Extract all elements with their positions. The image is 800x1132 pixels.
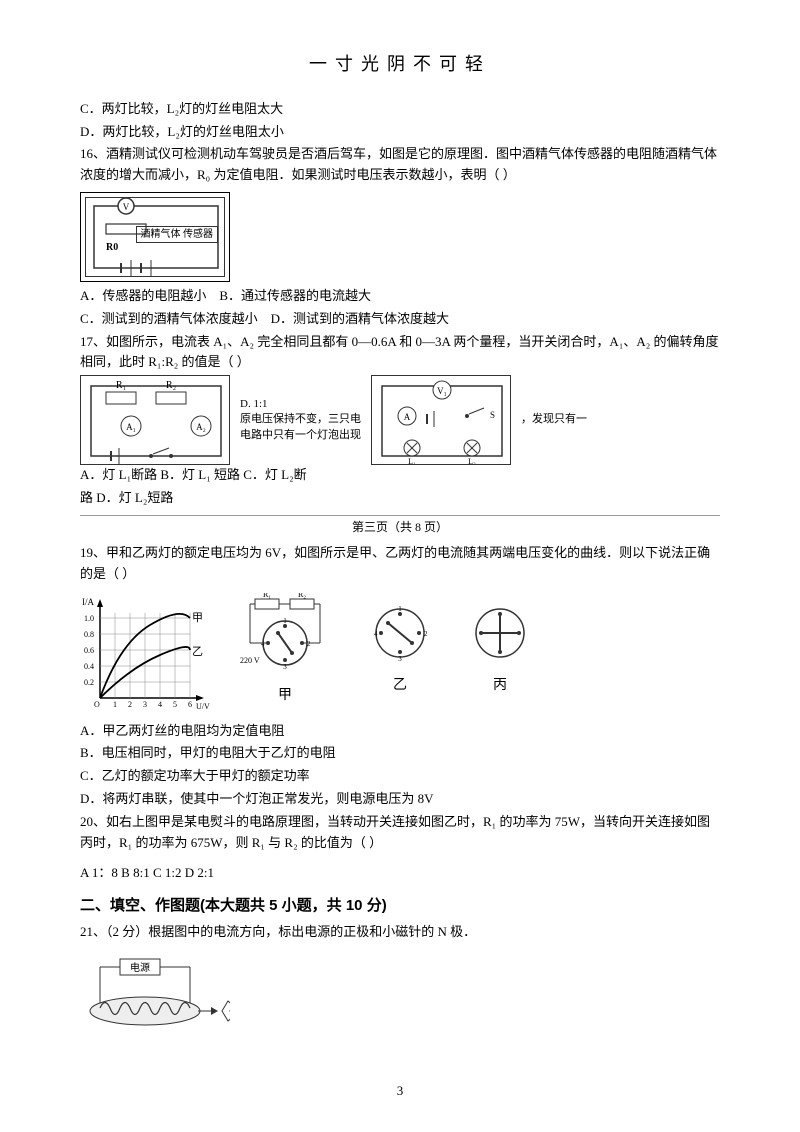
sensor-label: 酒精气体 传感器 bbox=[136, 226, 219, 243]
q17-row: R₁ R₂ A₁ A₂ D. 1:1 原电压保持不变，三只电 电路中只有一个灯泡… bbox=[80, 375, 720, 465]
page-number: 3 bbox=[397, 1081, 404, 1102]
dial-yi-label: 乙 bbox=[370, 675, 430, 697]
dial-yi-group: 1 2 3 4 乙 bbox=[370, 603, 430, 698]
q19-opt-b: B．电压相同时，甲灯的电阻大于乙灯的电阻 bbox=[80, 743, 720, 764]
svg-text:V: V bbox=[123, 202, 130, 212]
content-body: C．两灯比较，L₂灯的灯丝电阻太大 D．两灯比较，L₂灯的灯丝电阻太小 16、酒… bbox=[80, 99, 720, 1048]
dial-bing-label: 丙 bbox=[470, 675, 530, 697]
q21-stem: 21、（2 分）根据图中的电流方向，标出电源的正极和小磁针的 N 极． bbox=[80, 922, 720, 943]
q17-circuit-right: V₁ A S L₁ L₂ bbox=[371, 375, 511, 465]
svg-text:1.0: 1.0 bbox=[84, 614, 94, 623]
svg-text:4: 4 bbox=[261, 640, 265, 648]
q16-opt-d: D．测试到的酒精气体浓度越大 bbox=[271, 311, 449, 326]
dial-row: R₁ R₂ 1 2 3 4 220 V bbox=[240, 593, 530, 708]
q16-stem: 16、酒精测试仪可检测机动车驾驶员是否酒后驾车，如图是它的原理图．图中酒精气体传… bbox=[80, 144, 720, 186]
svg-text:6: 6 bbox=[188, 700, 192, 709]
page-header: 一寸光阴不可轻 bbox=[80, 50, 720, 79]
svg-text:A₁: A₁ bbox=[126, 422, 136, 432]
svg-text:L₁: L₁ bbox=[408, 457, 416, 465]
svg-text:V₁: V₁ bbox=[437, 386, 447, 396]
q16-opt-a: A．传感器的电阻越小 bbox=[80, 288, 206, 303]
q16-opts-cd: C．测试到的酒精气体浓度越小 D．测试到的酒精气体浓度越大 bbox=[80, 309, 720, 330]
svg-text:220 V: 220 V bbox=[240, 656, 260, 665]
q17-extra2: 电路中只有一个灯泡出现 bbox=[240, 428, 361, 443]
q16-opt-b: B．通过传感器的电流越大 bbox=[219, 288, 371, 303]
q20-opts: A 1：8 B 8:1 C 1:2 D 2:1 bbox=[80, 863, 720, 884]
svg-text:1: 1 bbox=[398, 605, 402, 613]
svg-text:3: 3 bbox=[143, 700, 147, 709]
q17-opt-d: D. 1:1 bbox=[240, 397, 361, 412]
q16-circuit: V 酒精气体 传感器 R0 bbox=[80, 192, 230, 282]
svg-text:I/A: I/A bbox=[82, 597, 94, 607]
svg-text:U/V: U/V bbox=[196, 702, 210, 711]
svg-text:3: 3 bbox=[283, 663, 287, 671]
svg-text:1: 1 bbox=[283, 617, 287, 625]
q15-opt-c: C．两灯比较，L₂灯的灯丝电阻太大 bbox=[80, 99, 720, 120]
svg-text:0.2: 0.2 bbox=[84, 678, 94, 687]
q17-circuit-left: R₁ R₂ A₁ A₂ bbox=[80, 375, 230, 465]
svg-text:O: O bbox=[94, 700, 100, 709]
q19-stem: 19、甲和乙两灯的额定电压均为 6V，如图所示是甲、乙两灯的电流随其两端电压变化… bbox=[80, 543, 720, 585]
q19-opt-a: A．甲乙两灯丝的电阻均为定值电阻 bbox=[80, 721, 720, 742]
svg-text:2: 2 bbox=[424, 630, 428, 638]
svg-text:4: 4 bbox=[158, 700, 162, 709]
svg-text:A: A bbox=[404, 412, 411, 422]
svg-text:2: 2 bbox=[307, 640, 311, 648]
q16-opt-c: C．测试到的酒精气体浓度越小 bbox=[80, 311, 258, 326]
r0-label: R0 bbox=[106, 240, 118, 256]
svg-text:电源: 电源 bbox=[130, 961, 150, 974]
svg-text:0.4: 0.4 bbox=[84, 662, 94, 671]
q15-opt-d: D．两灯比较，L₂灯的灯丝电阻太小 bbox=[80, 122, 720, 143]
q18-line2: A．灯 L₁断路 B．灯 L₁ 短路 C．灯 L₂断 bbox=[80, 465, 720, 486]
dial-jia-group: R₁ R₂ 1 2 3 4 220 V bbox=[240, 593, 330, 708]
svg-text:0.6: 0.6 bbox=[84, 646, 94, 655]
dial-bing-icon bbox=[470, 603, 530, 663]
q21-coil-diagram: 电源 bbox=[80, 953, 230, 1033]
svg-text:S: S bbox=[490, 410, 495, 420]
svg-text:R₂: R₂ bbox=[298, 593, 306, 599]
dial-jia-icon: R₁ R₂ 1 2 3 4 220 V bbox=[240, 593, 330, 673]
q19-figures-row: I/A 1.0 0.8 0.6 0.4 0.2 O 1 2 3 4 5 6 U/V 甲 乙… bbox=[80, 593, 720, 713]
q17-extra1: 原电压保持不变，三只电 bbox=[240, 412, 361, 427]
q19-graph: I/A 1.0 0.8 0.6 0.4 0.2 O 1 2 3 4 5 6 U/V 甲 乙 bbox=[80, 593, 210, 713]
svg-text:R₁: R₁ bbox=[263, 593, 271, 599]
svg-text:R₁: R₁ bbox=[116, 380, 126, 391]
q20-stem: 20、如右上图甲是某电熨斗的电路原理图，当转动开关连接如图乙时，R₁ 的功率为 … bbox=[80, 812, 720, 854]
svg-text:2: 2 bbox=[128, 700, 132, 709]
page-divider: 第三页（共 8 页） bbox=[80, 515, 720, 537]
svg-text:乙: 乙 bbox=[192, 645, 203, 658]
q18-line3: 路 D．灯 L₂短路 bbox=[80, 488, 720, 509]
section-2-heading: 二、填空、作图题(本大题共 5 小题，共 10 分) bbox=[80, 894, 720, 918]
svg-text:L₂: L₂ bbox=[468, 457, 476, 465]
svg-text:0.8: 0.8 bbox=[84, 630, 94, 639]
svg-text:5: 5 bbox=[173, 700, 177, 709]
q19-opt-c: C．乙灯的额定功率大于甲灯的额定功率 bbox=[80, 766, 720, 787]
svg-text:4: 4 bbox=[374, 630, 378, 638]
svg-text:R₂: R₂ bbox=[166, 380, 176, 391]
dial-bing-group: 丙 bbox=[470, 603, 530, 698]
q16-opts-ab: A．传感器的电阻越小 B．通过传感器的电流越大 bbox=[80, 286, 720, 307]
svg-text:1: 1 bbox=[113, 700, 117, 709]
q17-stem: 17、如图所示，电流表 A₁、A₂ 完全相同且都有 0—0.6A 和 0—3A … bbox=[80, 332, 720, 374]
svg-text:A₂: A₂ bbox=[196, 422, 206, 432]
dial-jia-label: 甲 bbox=[240, 685, 330, 707]
svg-text:甲: 甲 bbox=[192, 612, 203, 624]
q17-mid-text: D. 1:1 原电压保持不变，三只电 电路中只有一个灯泡出现 bbox=[240, 397, 361, 443]
dial-yi-icon: 1 2 3 4 bbox=[370, 603, 430, 663]
svg-text:3: 3 bbox=[398, 655, 402, 663]
q19-opt-d: D．将两灯串联，使其中一个灯泡正常发光，则电源电压为 8V bbox=[80, 789, 720, 810]
q17-extra3: ，发现只有一 bbox=[521, 412, 587, 427]
